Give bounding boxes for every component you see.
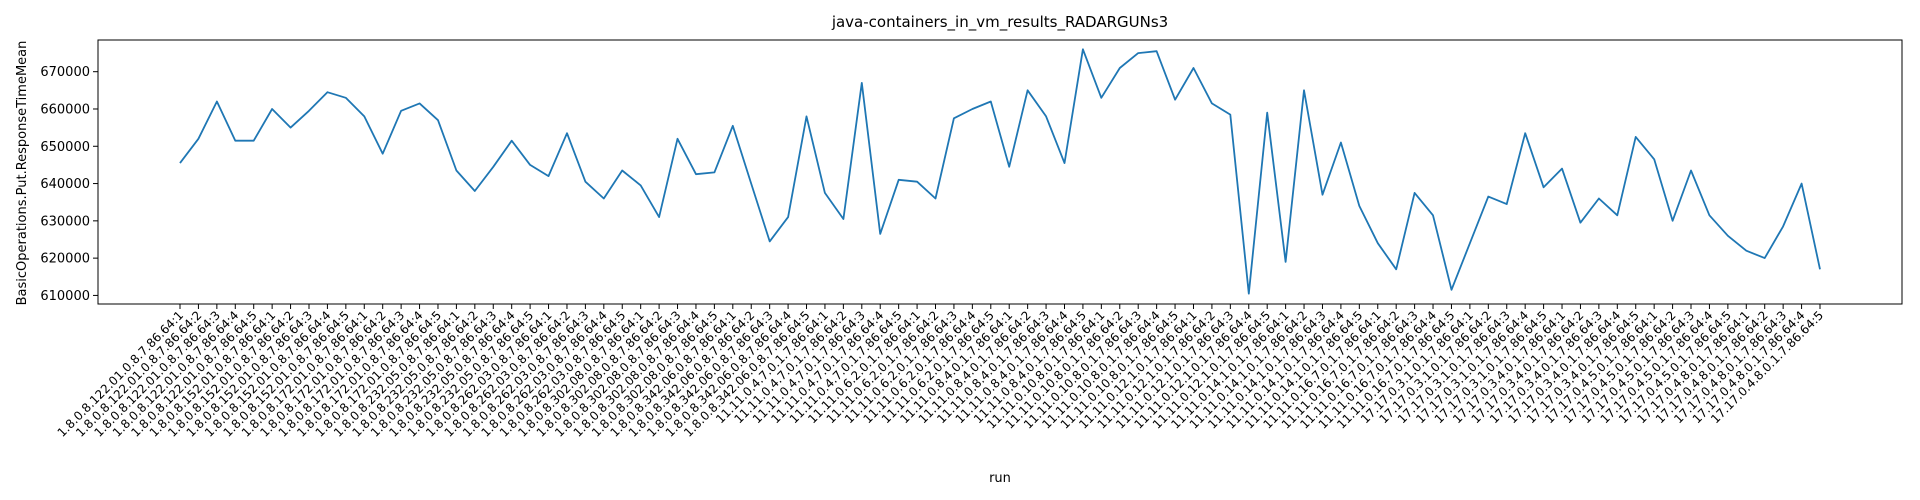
y-tick-label: 610000 — [40, 289, 90, 304]
y-tick-label: 670000 — [40, 65, 90, 80]
y-tick-label: 650000 — [40, 140, 90, 155]
y-tick-label: 640000 — [40, 177, 90, 192]
plot-frame — [97, 39, 1903, 305]
y-axis-label: BasicOperations.Put.ResponseTimeMean — [15, 41, 30, 306]
y-tick-label: 630000 — [40, 214, 90, 229]
x-axis-label: run — [989, 471, 1011, 486]
line-series — [179, 48, 1821, 295]
y-tick-label: 660000 — [40, 102, 90, 117]
chart-title: java-containers_in_vm_results_RADARGUNs3 — [831, 13, 1168, 32]
y-tick-label: 620000 — [40, 252, 90, 267]
